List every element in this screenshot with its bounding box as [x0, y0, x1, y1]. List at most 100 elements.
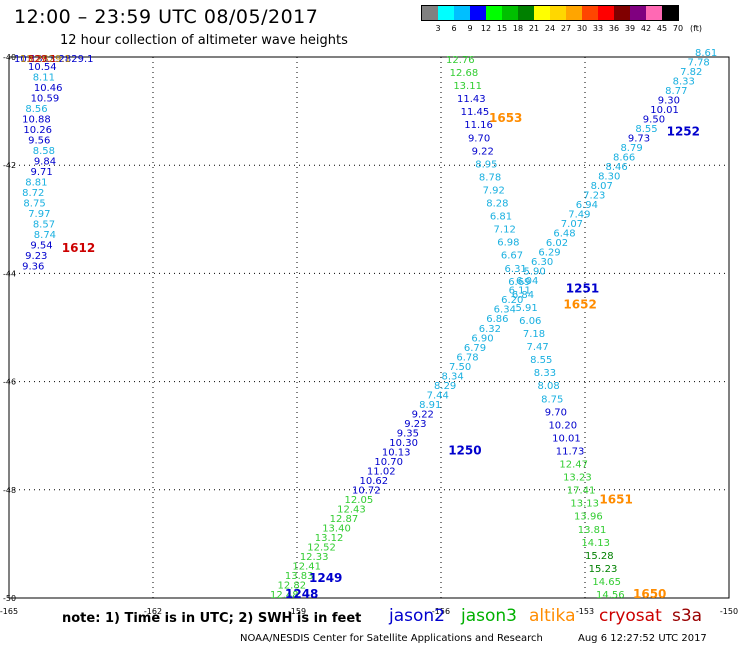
- swh-value: 13.83: [285, 571, 314, 582]
- pass-id-label: 1252: [667, 124, 700, 138]
- swh-value: 9.73: [628, 134, 650, 145]
- swh-value: 8.79: [620, 143, 642, 154]
- swh-value: 8.56: [25, 104, 47, 115]
- swh-value: 6.78: [456, 352, 478, 363]
- swh-value: 6.20: [501, 295, 523, 306]
- swh-value: 6.98: [497, 238, 519, 249]
- legend-jason2: jason2: [389, 606, 445, 626]
- swh-value: 8.75: [23, 199, 45, 210]
- scale-swatch: [454, 6, 470, 20]
- swh-value: 6.32: [479, 324, 501, 335]
- color-scale-labels: 3 6 9 12 15 18 21 24 27 30 33 36 39 42 45 70 (ft): [421, 24, 740, 36]
- lat-tick-label: -48: [3, 486, 16, 495]
- swh-value: 12.82: [277, 580, 306, 591]
- lon-tick-label: -150: [720, 607, 738, 616]
- swh-value: 13.13: [570, 499, 599, 510]
- swh-value: 11.16: [464, 120, 493, 131]
- scale-swatch: [646, 6, 662, 20]
- timestamp-text: Aug 6 12:27:52 UTC 2017: [578, 633, 707, 644]
- swh-value: 8.81: [25, 178, 47, 189]
- swh-value: 8.33: [534, 368, 556, 379]
- swh-value: 6.02: [546, 238, 568, 249]
- swh-value: 7.97: [28, 209, 50, 220]
- scale-swatch: [630, 6, 646, 20]
- scale-tick-label: 18: [512, 24, 524, 33]
- lat-tick-label: -46: [3, 378, 16, 387]
- swh-value: 10.01: [650, 105, 679, 116]
- scale-tick-label: 39: [624, 24, 636, 33]
- swh-value: 8.78: [479, 172, 501, 183]
- swh-value: 9.56: [28, 136, 50, 147]
- scale-swatch: [470, 6, 486, 20]
- swh-value: 9.54: [30, 241, 52, 252]
- scale-tick-label: 3: [435, 24, 441, 33]
- scale-tick-label: 36: [608, 24, 620, 33]
- swh-value: 10.46: [34, 83, 63, 94]
- scale-tick-label: 70: [672, 24, 684, 33]
- swh-value: 6.06: [519, 316, 541, 327]
- swh-value: 8.57: [33, 220, 55, 231]
- scale-tick-label: 21: [528, 24, 540, 33]
- scale-swatch: [662, 6, 678, 20]
- swh-value: 6.94: [576, 200, 598, 211]
- swh-value: 8.07: [591, 181, 613, 192]
- swh-value: 17.41: [567, 486, 596, 497]
- swh-value: 7.47: [526, 342, 548, 353]
- legend-jason3: jason3: [461, 606, 517, 626]
- swh-value: 8.77: [665, 86, 687, 97]
- credit-text: NOAA/NESDIS Center for Satellite Applica…: [240, 633, 543, 644]
- swh-value: 10.88: [22, 115, 51, 126]
- swh-value: 12.41: [292, 561, 321, 572]
- swh-value: 8.34: [441, 371, 463, 382]
- swh-value: 6.79: [464, 343, 486, 354]
- scale-swatch: [582, 6, 598, 20]
- swh-value: 12.43: [337, 504, 366, 515]
- swh-value: 6.69: [508, 277, 530, 288]
- scale-tick-label: 30: [576, 24, 588, 33]
- swh-value: 7.18: [523, 329, 545, 340]
- swh-value: 8.66: [613, 153, 635, 164]
- scale-tick-label: 24: [544, 24, 556, 33]
- color-scale-swatches: [421, 5, 679, 21]
- pass-id-label: 1652: [563, 298, 596, 312]
- swh-value: 9.84: [34, 157, 56, 168]
- map-subtitle: 12 hour collection of altimeter wave hei…: [60, 33, 348, 48]
- lon-tick-label: -159: [288, 607, 306, 616]
- swh-value: 10.13: [382, 447, 411, 458]
- scale-tick-label: 15: [496, 24, 508, 33]
- scale-tick-label: 6: [451, 24, 457, 33]
- swh-value: 11.45: [461, 107, 490, 118]
- scale-unit-label: (ft): [689, 24, 703, 33]
- swh-value: 14.56: [596, 590, 625, 601]
- swh-value: 7.12: [494, 225, 516, 236]
- lat-tick-label: -44: [3, 269, 16, 278]
- swh-value: 8.75: [541, 394, 563, 405]
- scale-tick-label: 33: [592, 24, 604, 33]
- swh-value: 12.47: [559, 460, 588, 471]
- note-text: note: 1) Time is in UTC; 2) SWH is in fe…: [62, 611, 362, 626]
- swh-value: 8.95: [475, 159, 497, 170]
- pass-id-label: 1653: [489, 111, 522, 125]
- lon-tick-label: -165: [0, 607, 18, 616]
- swh-value: 6.31: [505, 264, 527, 275]
- swh-value: 6.81: [490, 212, 512, 223]
- swh-value: 9.35: [397, 428, 419, 439]
- swh-value: 13.96: [574, 512, 603, 523]
- lon-tick-label: -153: [576, 607, 594, 616]
- scale-swatch: [598, 6, 614, 20]
- swh-value: 7.82: [680, 67, 702, 78]
- scale-swatch: [422, 6, 438, 20]
- swh-value: 8.28: [486, 199, 508, 210]
- swh-value: 12.33: [300, 552, 329, 563]
- swh-value: 10.20: [548, 420, 577, 431]
- swh-value: 11.02: [367, 466, 396, 477]
- pass-id-label: 1249: [309, 571, 342, 585]
- swh-cluster: 10.1313.2829.1: [14, 54, 94, 65]
- swh-value: 13.12: [315, 533, 344, 544]
- swh-value: 13.40: [322, 523, 351, 534]
- swh-value: 12.48: [270, 590, 299, 601]
- pass-id-label: 1651: [599, 492, 632, 506]
- swh-value: 10.54: [28, 62, 57, 73]
- swh-value: 6.04: [516, 276, 538, 287]
- lat-tick-label: -40: [3, 53, 16, 62]
